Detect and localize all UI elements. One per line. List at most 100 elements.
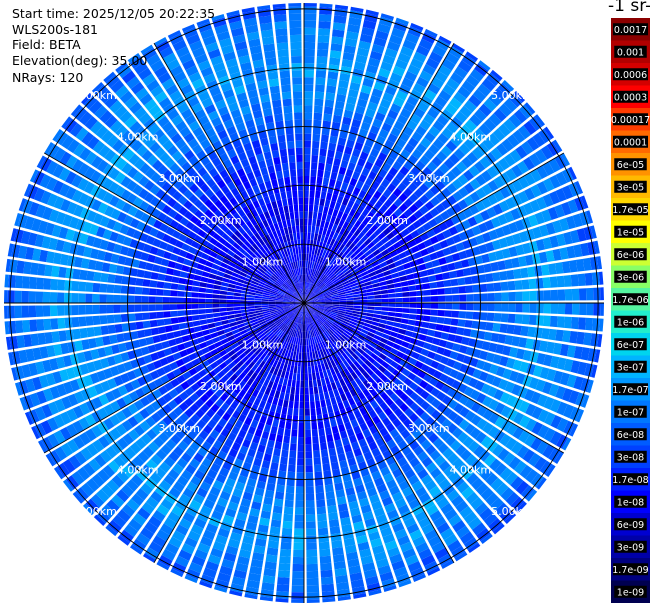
range-gate bbox=[305, 267, 308, 275]
range-gate bbox=[317, 281, 323, 288]
range-gate bbox=[367, 331, 375, 338]
range-gate bbox=[445, 303, 453, 310]
range-gate bbox=[188, 266, 197, 274]
range-gate bbox=[511, 336, 521, 347]
range-gate bbox=[518, 400, 530, 414]
range-gate bbox=[504, 258, 513, 270]
range-gate bbox=[403, 187, 413, 198]
range-gate bbox=[563, 358, 574, 372]
range-gate bbox=[440, 145, 453, 157]
range-gate bbox=[283, 506, 294, 515]
range-gate bbox=[393, 378, 403, 388]
range-gate bbox=[348, 323, 356, 329]
range-gate bbox=[324, 99, 335, 108]
range-gate bbox=[469, 357, 479, 368]
range-gate bbox=[85, 304, 93, 315]
range-gate bbox=[333, 107, 344, 117]
range-gate bbox=[465, 491, 479, 505]
range-gate bbox=[331, 276, 339, 282]
range-gate bbox=[290, 386, 296, 395]
range-gate bbox=[336, 233, 343, 242]
range-gate bbox=[323, 391, 330, 400]
range-gate bbox=[227, 287, 235, 292]
range-gate bbox=[299, 408, 304, 416]
range-gate bbox=[283, 513, 293, 522]
range-gate bbox=[324, 279, 332, 286]
range-gate bbox=[535, 379, 546, 392]
range-gate bbox=[335, 380, 342, 389]
range-gate bbox=[431, 76, 445, 89]
range-gate bbox=[555, 171, 568, 186]
range-gate bbox=[486, 206, 497, 218]
range-gate bbox=[336, 210, 344, 219]
range-gate bbox=[428, 485, 441, 498]
range-gate bbox=[438, 478, 451, 491]
range-gate bbox=[382, 433, 393, 443]
range-gate bbox=[465, 285, 474, 293]
range-gate bbox=[435, 323, 444, 332]
range-gate bbox=[503, 118, 517, 133]
range-gate bbox=[383, 329, 392, 336]
range-gate bbox=[284, 428, 291, 437]
range-gate bbox=[315, 77, 326, 86]
range-gate bbox=[344, 421, 353, 431]
range-gate bbox=[357, 461, 368, 471]
range-gate bbox=[318, 300, 326, 303]
range-gate bbox=[416, 101, 430, 113]
range-gate bbox=[143, 270, 152, 279]
range-gate bbox=[318, 162, 325, 171]
range-gate bbox=[336, 372, 343, 381]
range-gate bbox=[324, 307, 332, 311]
range-gate bbox=[254, 305, 262, 309]
range-gate bbox=[271, 200, 278, 210]
range-gate bbox=[430, 196, 441, 207]
range-gate bbox=[325, 491, 335, 500]
range-gate bbox=[353, 447, 363, 457]
range-gate bbox=[427, 567, 441, 576]
range-gate bbox=[415, 45, 430, 57]
range-gate bbox=[370, 537, 383, 548]
range-gate bbox=[324, 477, 333, 486]
range-gate bbox=[433, 168, 445, 179]
range-gate bbox=[480, 435, 493, 448]
range-gate bbox=[449, 326, 458, 334]
range-gate bbox=[331, 193, 338, 202]
range-gate bbox=[338, 219, 345, 228]
range-gate bbox=[214, 280, 222, 286]
range-gate bbox=[528, 452, 541, 467]
range-gate bbox=[135, 278, 144, 287]
range-gate bbox=[318, 283, 325, 289]
range-gate bbox=[508, 222, 519, 234]
range-gate bbox=[492, 203, 504, 216]
range-gate bbox=[343, 269, 352, 276]
range-gate bbox=[350, 226, 358, 235]
range-gate bbox=[156, 319, 165, 327]
range-gate bbox=[288, 457, 296, 466]
range-gate bbox=[469, 389, 481, 401]
range-gate bbox=[378, 323, 386, 329]
range-gate bbox=[306, 542, 317, 551]
range-gate bbox=[354, 368, 362, 377]
range-gate bbox=[475, 234, 485, 245]
range-gate bbox=[389, 34, 403, 46]
range-gate bbox=[185, 321, 194, 328]
range-gate bbox=[405, 554, 419, 566]
range-gate bbox=[522, 242, 532, 254]
range-gate bbox=[405, 330, 414, 337]
range-gate bbox=[113, 304, 121, 313]
range-gate bbox=[192, 280, 201, 287]
range-gate bbox=[481, 170, 493, 183]
range-gate bbox=[15, 320, 24, 334]
range-gate bbox=[165, 267, 175, 276]
range-gate bbox=[360, 299, 368, 303]
range-gate bbox=[383, 253, 392, 261]
range-gate bbox=[292, 415, 299, 423]
range-gate bbox=[407, 239, 417, 248]
range-gate bbox=[524, 102, 536, 115]
range-gate bbox=[351, 148, 361, 158]
range-gate bbox=[321, 590, 335, 599]
range-gate bbox=[57, 279, 66, 291]
range-gate bbox=[347, 457, 357, 467]
range-gate bbox=[367, 57, 381, 68]
range-gate bbox=[447, 333, 456, 342]
